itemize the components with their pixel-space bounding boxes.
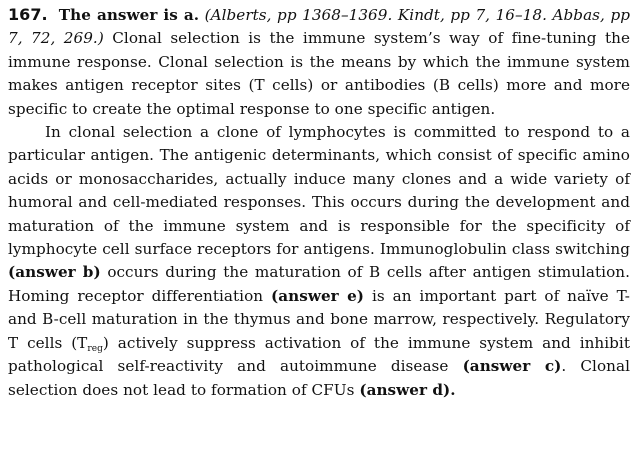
answer-b-label: (answer b) [8,263,101,281]
answer-c-label: (answer c) [463,357,562,375]
answer-e-label: (answer e) [271,287,364,305]
answer-d-label: (answer d). [359,381,455,399]
paragraph-2-text-a: In clonal selection a clone of lymphocyt… [8,123,630,258]
paragraph-2: In clonal selection a clone of lymphocyt… [8,121,630,402]
paragraph-1: 167. The answer is a. (Alberts, pp 1368–… [8,3,630,121]
treg-subscript: reg [87,344,103,354]
question-number: 167. [8,5,48,24]
answer-heading: The answer is a. [59,6,199,24]
